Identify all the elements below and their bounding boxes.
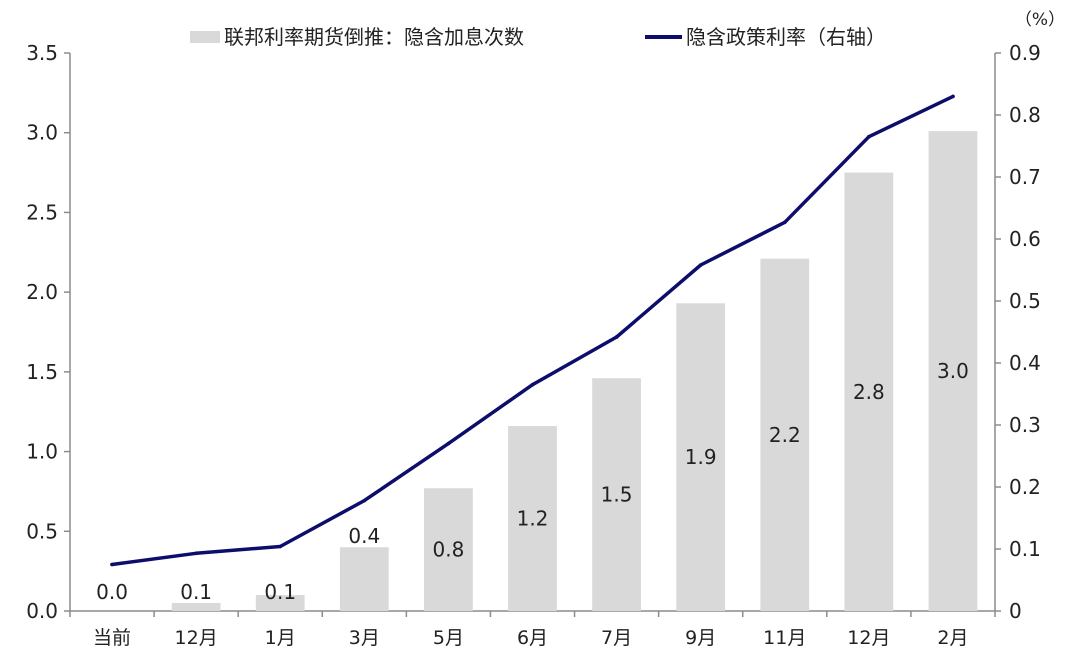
line-point <box>951 94 955 99</box>
bar-value-label: 1.9 <box>685 445 717 469</box>
bar-value-label: 3.0 <box>937 359 969 383</box>
bar <box>676 303 726 611</box>
right-axis-tick-label: 0.6 <box>1009 227 1041 251</box>
right-axis-tick-label: 0.4 <box>1009 351 1041 375</box>
x-axis-tick-label: 1月 <box>265 627 296 649</box>
right-axis-tick-label: 0.3 <box>1009 413 1041 437</box>
bar-value-label: 2.8 <box>853 380 885 404</box>
bar <box>592 378 641 611</box>
right-axis-tick-label: 0.2 <box>1009 475 1041 499</box>
bar <box>928 131 978 611</box>
bar-value-label: 1.2 <box>517 507 549 531</box>
left-axis-tick-label: 1.5 <box>26 360 58 384</box>
line-point <box>530 382 535 387</box>
x-axis-tick-label: 12月 <box>847 627 890 649</box>
bar <box>844 172 894 612</box>
left-axis-tick-label: 2.0 <box>26 280 58 304</box>
axes: 0.0 0.5 1.0 1.5 2.0 2.5 3.0 3.5 0 0.1 0.2 0.3 0.4 0.5… <box>26 41 1041 649</box>
left-axis-tick-label: 2.5 <box>26 200 58 224</box>
left-axis-tick-label: 0.5 <box>26 519 58 543</box>
x-axis-tick-label: 6月 <box>517 627 548 649</box>
right-axis-tick-label: 0.1 <box>1009 537 1041 561</box>
bar <box>508 426 557 611</box>
legend-bar-label: 联邦利率期货倒推：隐含加息次数 <box>224 25 524 49</box>
bar-value-label: 0.0 <box>96 580 128 604</box>
line-point <box>867 134 871 139</box>
bar-value-label: 1.5 <box>601 483 633 507</box>
left-axis-tick-label: 1.0 <box>26 440 58 464</box>
x-axis-tick-label: 7月 <box>601 627 632 649</box>
bar-value-label: 0.8 <box>433 538 465 562</box>
x-axis-tick-label: 9月 <box>685 627 716 649</box>
bars <box>171 131 978 612</box>
bar <box>255 595 305 611</box>
bar-value-label: 0.1 <box>180 580 212 604</box>
data-labels: 0.0 0.1 0.1 0.4 0.8 1.2 1.5 1.9 2.2 2.8 3.0 <box>96 359 969 604</box>
legend-bar-swatch <box>190 31 220 43</box>
line-point <box>782 220 787 225</box>
x-axis-tick-label: 5月 <box>433 627 464 649</box>
line-point <box>446 441 451 446</box>
line-point <box>194 551 198 556</box>
x-axis-tick-label: 11月 <box>763 627 806 649</box>
legend: 联邦利率期货倒推：隐含加息次数 隐含政策利率（右轴） <box>190 25 886 49</box>
bar-value-label: 0.1 <box>264 580 296 604</box>
right-axis-unit: （%） <box>1015 10 1065 30</box>
line-point <box>698 263 703 267</box>
right-axis-tick-label: 0.8 <box>1009 103 1041 127</box>
line-point <box>362 498 367 503</box>
line-point <box>278 544 283 549</box>
left-axis-tick-label: 3.0 <box>26 121 58 145</box>
line-point <box>110 562 114 567</box>
x-axis-tick-label: 3月 <box>349 627 380 649</box>
bar-value-label: 0.4 <box>348 524 380 548</box>
x-axis-tick-label: 当前 <box>93 627 131 649</box>
bar <box>424 488 473 611</box>
line-series <box>110 94 955 567</box>
left-axis-tick-label: 0.0 <box>26 599 58 623</box>
right-axis-tick-label: 0.7 <box>1009 165 1041 189</box>
right-axis-tick-label: 0.5 <box>1009 289 1041 313</box>
x-axis-tick-label: 12月 <box>175 627 218 649</box>
right-axis-tick-label: 0.9 <box>1009 41 1041 65</box>
bar <box>339 547 389 611</box>
line-point <box>614 335 619 339</box>
bar <box>171 603 221 611</box>
bar-value-label: 2.2 <box>769 423 801 447</box>
legend-line-label: 隐含政策利率（右轴） <box>686 25 886 49</box>
x-axis-tick-label: 2月 <box>937 627 968 649</box>
right-axis-tick-label: 0 <box>1009 599 1022 623</box>
left-axis-tick-label: 3.5 <box>26 41 58 65</box>
bar <box>760 258 810 611</box>
